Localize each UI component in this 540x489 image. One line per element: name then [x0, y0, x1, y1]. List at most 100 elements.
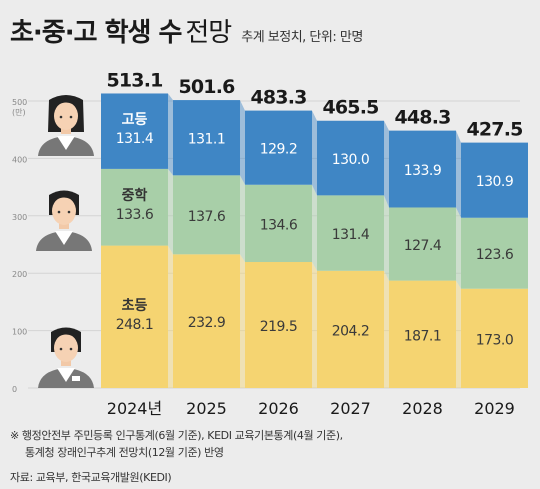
value-label: 248.1: [116, 317, 154, 333]
connector-고등: [240, 100, 245, 185]
total-label: 448.3: [394, 107, 450, 129]
total-label: 501.6: [178, 76, 235, 98]
total-label: 465.5: [322, 97, 378, 119]
eye-shape: [69, 115, 73, 119]
bar-segment: [389, 207, 456, 281]
axis: 500 400 300 200 100 0 (만) 2024년 2025 2026 2027 2028…: [12, 98, 515, 418]
bar-segment: [317, 270, 384, 388]
connector-중학: [168, 168, 173, 255]
bar-segment: [173, 175, 240, 255]
value-label: 130.0: [332, 152, 370, 168]
elementary-student-icon: [38, 327, 94, 388]
shirt-shape: [57, 368, 75, 382]
value-label: 133.6: [116, 207, 154, 223]
title-main: 초·중·고 학생 수: [10, 18, 182, 48]
x-tick-label: 2025: [186, 399, 227, 418]
bar-segment: [101, 245, 168, 388]
eye-shape: [57, 210, 61, 214]
connector-초등: [240, 254, 245, 388]
title-sub: 전망: [185, 18, 232, 48]
connector-중학: [312, 184, 317, 271]
value-label: 204.2: [332, 323, 370, 339]
value-label: 187.1: [404, 328, 442, 344]
x-tick-label: 2024년: [107, 399, 162, 418]
face-shape: [52, 197, 76, 225]
chart-title: 초·중·고 학생 수 전망 추계 보정치, 단위: 만명: [10, 12, 363, 49]
value-label: 137.6: [188, 209, 226, 225]
face-shape: [54, 334, 78, 362]
bar-segment: [101, 93, 168, 169]
bar-segment: [245, 262, 312, 388]
connector-중학: [240, 175, 245, 263]
connector-중학: [384, 195, 389, 281]
value-label: 130.9: [476, 174, 514, 190]
bar-segment: [389, 280, 456, 388]
y-tick-label: 500: [12, 98, 27, 107]
shirt-shape: [57, 136, 75, 150]
value-label: 123.6: [476, 247, 514, 263]
eye-shape: [59, 115, 63, 119]
value-label: 131.1: [188, 132, 226, 148]
eye-shape: [59, 347, 63, 351]
y-tick-label: 400: [12, 155, 27, 164]
y-tick-label: 0: [12, 385, 17, 394]
source-note: 자료: 교육부, 한국교육개발원(KEDI): [10, 471, 172, 484]
bar-segment: [173, 254, 240, 388]
x-tick-label: 2028: [402, 399, 443, 418]
middle-school-student-icon: [36, 190, 92, 251]
series-label: 중학: [122, 188, 148, 204]
connector-초등: [312, 262, 317, 388]
value-label: 232.9: [188, 315, 226, 331]
x-tick-label: 2029: [474, 399, 515, 418]
connector-고등: [456, 130, 461, 218]
bar-segment: [245, 110, 312, 185]
y-tick-label: 200: [12, 270, 27, 279]
footnote-line-1: ※ 행정안전부 주민등록 인구통계(6월 기준), KEDI 교육기본통계(4월…: [10, 429, 343, 442]
eye-shape: [69, 347, 73, 351]
connector-고등: [384, 120, 389, 208]
value-label: 129.2: [260, 142, 298, 158]
bar-segment: [461, 142, 528, 218]
high-school-student-icon: [38, 95, 94, 156]
value-label: 134.6: [260, 217, 298, 233]
y-tick-label: 300: [12, 213, 27, 222]
series-label: 초등: [122, 298, 148, 314]
shirt-shape: [55, 231, 73, 245]
bar-segment: [389, 130, 456, 208]
bar-segment: [461, 288, 528, 388]
bangs-shape: [53, 331, 79, 342]
eye-shape: [67, 210, 71, 214]
x-tick-label: 2027: [330, 399, 371, 418]
unit-note: 추계 보정치, 단위: 만명: [241, 30, 363, 45]
bar-segment: [317, 120, 384, 196]
y-unit-label: (만): [12, 108, 26, 117]
connector-초등: [456, 280, 461, 388]
value-label: 131.4: [332, 227, 370, 243]
student-icons: [36, 95, 94, 388]
bar-labels: 248.1 초등 133.6 중학 131.4 고등 513.1 232.9 137.6 131.…: [106, 69, 523, 348]
connector-초등: [384, 270, 389, 388]
connector-고등: [168, 93, 173, 176]
connector-초등: [168, 245, 173, 388]
face-shape: [54, 102, 78, 130]
total-label: 483.3: [250, 87, 306, 109]
bar-segment: [245, 184, 312, 263]
badge-shape: [72, 376, 80, 381]
value-label: 131.4: [116, 131, 154, 147]
series-label: 고등: [122, 112, 148, 128]
x-tick-label: 2026: [258, 399, 299, 418]
footnote-line-2: 통계청 장래인구추계 전망치(12월 기준) 반영: [25, 446, 224, 459]
bar-segment: [461, 217, 528, 289]
bars: [101, 93, 528, 388]
connector-bands: [168, 93, 461, 388]
total-label: 513.1: [106, 69, 162, 91]
bangs-shape: [51, 194, 77, 205]
y-tick-label: 100: [12, 328, 27, 337]
connector-중학: [456, 207, 461, 289]
connector-고등: [312, 110, 317, 196]
value-label: 127.4: [404, 238, 442, 254]
value-label: 173.0: [476, 332, 514, 348]
bar-segment: [317, 195, 384, 271]
total-label: 427.5: [466, 119, 522, 141]
